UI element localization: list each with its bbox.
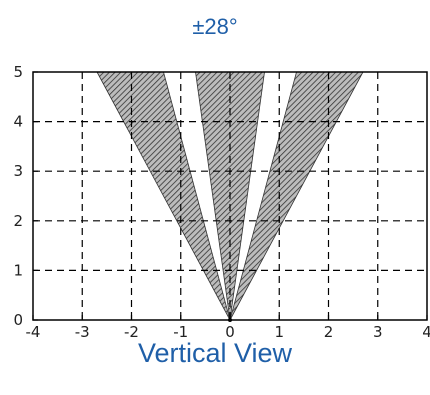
x-tick-label: 3 — [373, 323, 383, 341]
origin-point — [228, 318, 232, 322]
x-tick-label: 0 — [225, 323, 235, 341]
x-tick-label: -1 — [173, 323, 188, 341]
y-tick-label: 5 — [13, 63, 23, 81]
y-tick-label: 3 — [13, 162, 23, 180]
x-tick-label: -3 — [75, 323, 90, 341]
y-tick-label: 4 — [13, 113, 23, 131]
chart-title: ±28° — [192, 14, 238, 39]
x-tick-label: -4 — [26, 323, 41, 341]
x-tick-label: -2 — [124, 323, 139, 341]
x-tick-label: 1 — [274, 323, 284, 341]
chart-caption: Vertical View — [137, 338, 293, 368]
x-tick-label: 4 — [422, 323, 430, 341]
y-tick-label: 2 — [13, 212, 23, 230]
y-tick-label: 0 — [13, 311, 23, 329]
y-tick-label: 1 — [13, 261, 23, 279]
x-tick-label: 2 — [324, 323, 334, 341]
